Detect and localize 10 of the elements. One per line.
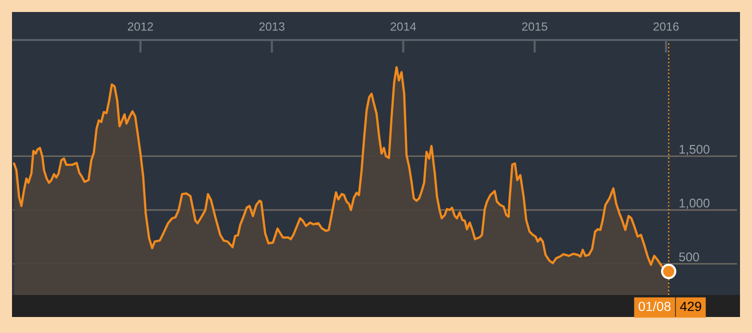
x-tick-label: 2013 xyxy=(259,22,284,31)
y-tick-label: 1,500 xyxy=(680,144,710,156)
y-tick-label: 500 xyxy=(679,252,700,262)
x-tick-label: 2012 xyxy=(128,22,153,31)
x-tick-label: 2014 xyxy=(390,22,416,31)
text: 01/08 xyxy=(638,301,671,312)
y-tick-label: 1,000 xyxy=(680,198,710,210)
x-tick-label: 2015 xyxy=(522,22,548,31)
x-tick-label: 2016 xyxy=(654,22,679,31)
text: 429 xyxy=(680,302,702,312)
